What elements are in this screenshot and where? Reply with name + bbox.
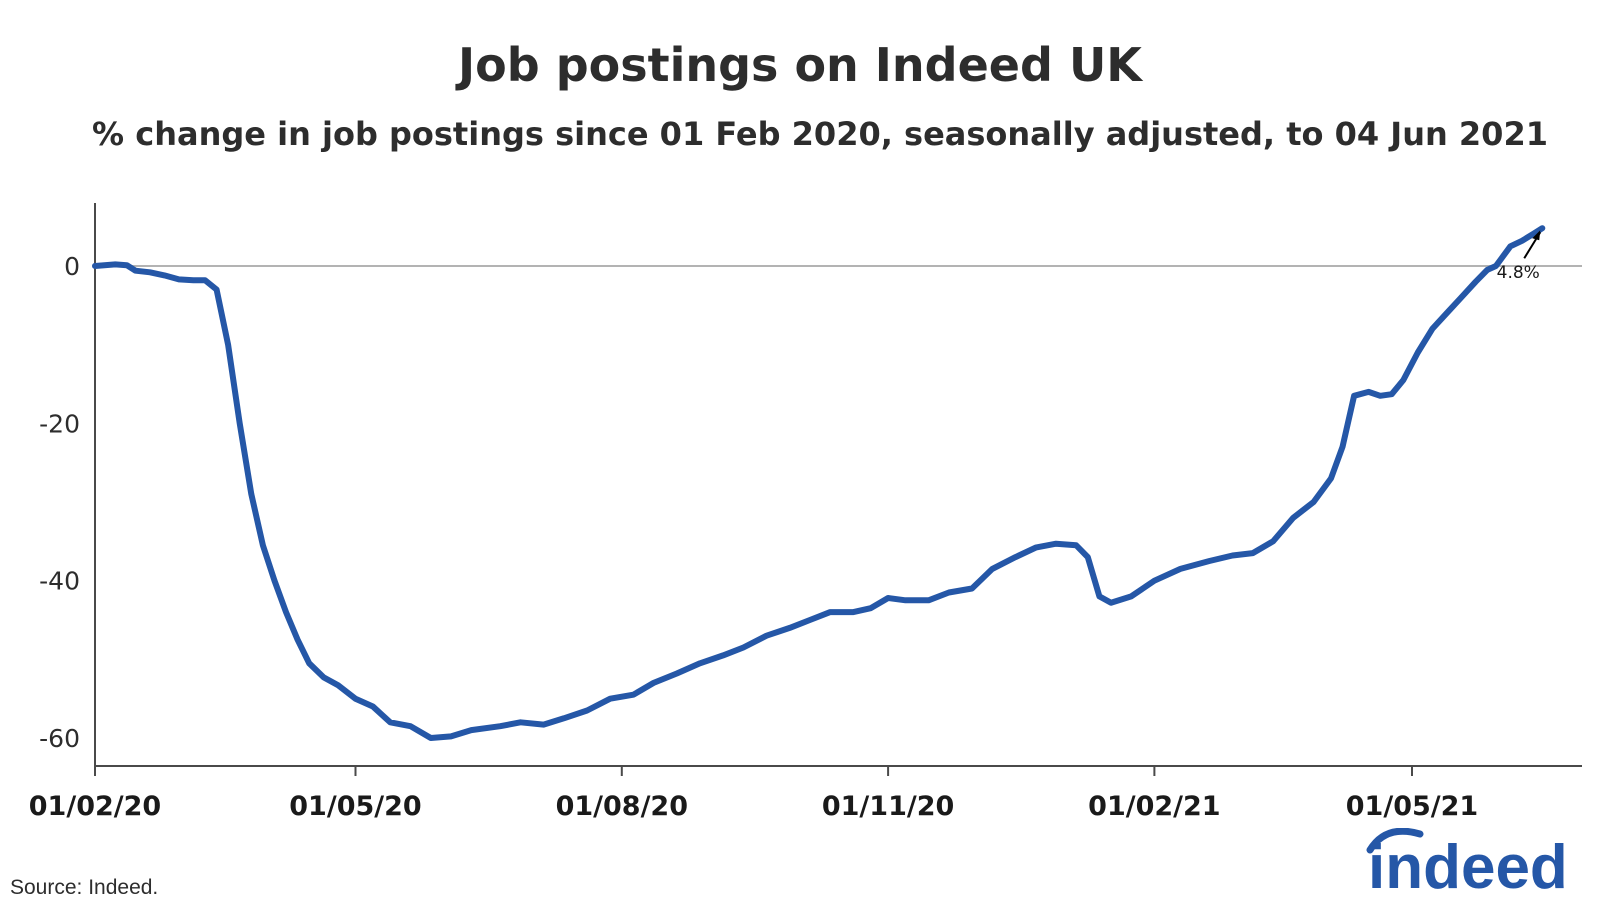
source-note: Source: Indeed. bbox=[10, 876, 159, 899]
annotation-label: 4.8% bbox=[1497, 263, 1540, 283]
x-tick-label: 01/02/21 bbox=[1088, 791, 1220, 822]
chart-subtitle: % change in job postings since 01 Feb 20… bbox=[92, 115, 1548, 153]
y-tick-label: -40 bbox=[39, 567, 80, 596]
axes bbox=[94, 203, 1582, 767]
logo-arc bbox=[1366, 828, 1424, 854]
chart-title: Job postings on Indeed UK bbox=[458, 38, 1142, 92]
x-tick-label: 01/05/21 bbox=[1346, 791, 1478, 822]
x-tick-label: 01/05/20 bbox=[289, 791, 421, 822]
logo-wordmark: indeed bbox=[1368, 833, 1568, 898]
x-tick-label: 01/08/20 bbox=[556, 791, 688, 822]
y-tick-label: 0 bbox=[64, 252, 80, 281]
annotation-arrowhead bbox=[1532, 230, 1541, 241]
y-tick-label: -60 bbox=[39, 724, 80, 753]
indeed-logo: indeed bbox=[1366, 828, 1568, 898]
x-ticks: 01/02/20 01/05/20 01/08/20 01/11/20 01/02/21… bbox=[29, 766, 1478, 822]
x-tick-label: 01/11/20 bbox=[822, 791, 954, 822]
y-tick-label: -20 bbox=[39, 409, 80, 438]
x-tick-label: 01/02/20 bbox=[29, 791, 161, 822]
series-line bbox=[92, 225, 1546, 741]
end-value-annotation: 4.8% bbox=[1497, 230, 1542, 283]
y-ticks: 0 -20 -40 -60 bbox=[39, 252, 80, 753]
